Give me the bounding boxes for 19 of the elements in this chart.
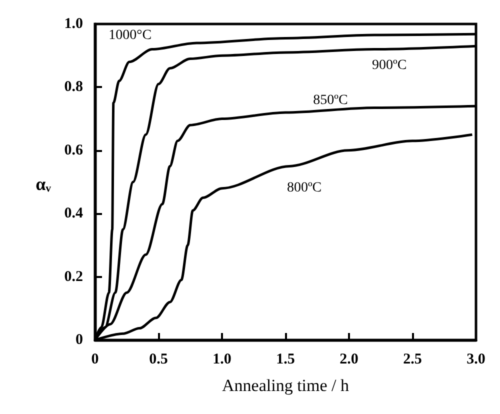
- x-tick-label: 1.5: [276, 352, 295, 368]
- series-label: 800ºC: [286, 180, 322, 196]
- y-axis-title: αᵥ: [36, 174, 52, 194]
- y-tick-label: 0.2: [64, 268, 83, 285]
- x-tick-label: 3.0: [466, 352, 486, 368]
- x-tick-label: 2.0: [340, 352, 358, 368]
- x-axis-title: Annealing time / h: [222, 376, 350, 395]
- series-label: 850ºC: [313, 92, 348, 108]
- x-tick-label: 2.5: [403, 352, 422, 368]
- y-tick-label: 0.8: [64, 79, 83, 96]
- x-tick-label: 1.0: [212, 352, 232, 368]
- series-label: 1000°C: [108, 28, 152, 43]
- y-tick-label: 0.4: [64, 206, 84, 222]
- x-tick-label: 0.5: [149, 352, 168, 368]
- series-label: 900ºC: [372, 58, 407, 73]
- y-tick-label: 1.0: [64, 16, 83, 32]
- y-tick-label: 0: [76, 332, 83, 348]
- x-tick-label: 0: [91, 352, 99, 368]
- y-tick-label: 0.6: [64, 142, 84, 158]
